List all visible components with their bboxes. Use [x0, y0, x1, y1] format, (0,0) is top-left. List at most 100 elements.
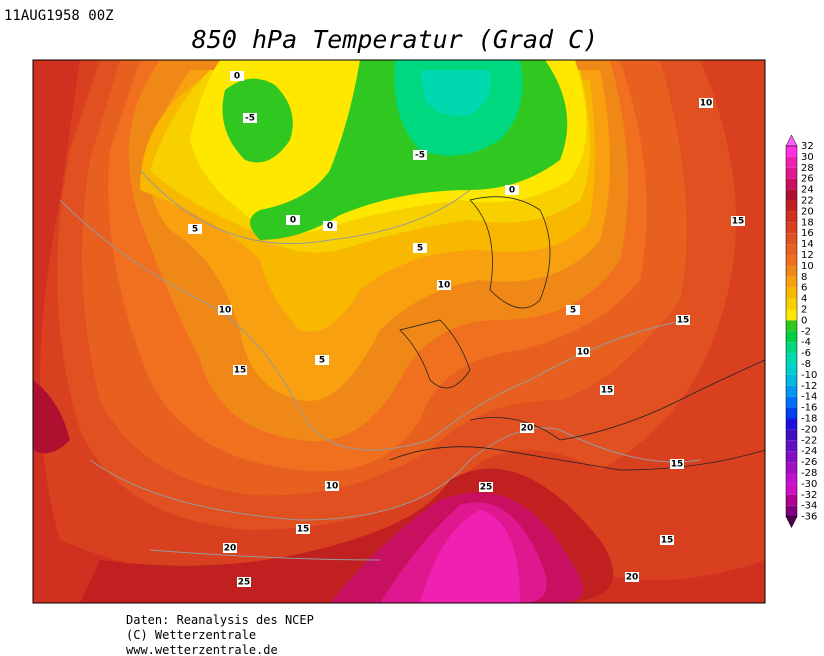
contour-label-box	[625, 572, 639, 582]
colorbar-segment	[786, 233, 797, 245]
colorbar-segment	[786, 244, 797, 255]
contour-label: 5	[570, 306, 576, 316]
colorbar-label: 18	[801, 217, 814, 228]
colorbar-label: -30	[801, 479, 817, 490]
colorbar-segment	[786, 309, 797, 321]
colorbar-segment	[786, 462, 797, 473]
colorbar-label: 4	[801, 294, 807, 305]
colorbar-segment	[786, 298, 797, 310]
colorbar-segment	[786, 255, 797, 266]
contour-label-box	[479, 482, 493, 492]
colorbar-label: -6	[801, 348, 811, 359]
colorbar-segment	[786, 473, 797, 484]
contour-label: 20	[521, 424, 534, 434]
colorbar-segment	[786, 429, 797, 441]
colorbar-label: -4	[801, 337, 811, 348]
colorbar-label: 30	[801, 152, 814, 163]
contour-label: 10	[326, 482, 339, 492]
contour-label-box	[600, 385, 614, 395]
contour-label: 15	[671, 460, 684, 470]
colorbar-segment	[786, 156, 797, 168]
contour-label-box	[223, 543, 237, 553]
colorbar: 32302826242220181614121086420-2-4-6-8-10…	[785, 134, 817, 529]
colorbar-label: 6	[801, 283, 807, 294]
contour-label: 10	[438, 281, 451, 291]
contour-label-box	[670, 459, 684, 469]
contour-label-box	[566, 305, 580, 315]
contour-label-box	[296, 524, 310, 534]
contour-label-box	[576, 347, 590, 357]
colorbar-label: 32	[801, 141, 814, 152]
colorbar-segment	[786, 451, 797, 463]
contour-label: 0	[290, 216, 296, 226]
colorbar-label: -16	[801, 403, 817, 414]
colorbar-label: 28	[801, 163, 814, 174]
contour-label-box	[676, 315, 690, 325]
colorbar-label: 2	[801, 305, 807, 316]
colorbar-label: 0	[801, 315, 807, 326]
contour-label: -5	[245, 114, 255, 124]
colorbar-label: -20	[801, 424, 817, 435]
map-frame	[32, 59, 766, 604]
contour-label: 5	[319, 356, 325, 366]
colorbar-segment	[786, 440, 797, 452]
colorbar-segment	[786, 342, 797, 354]
colorbar-segment	[786, 200, 797, 212]
contour-label-box	[505, 185, 519, 195]
contour-label: 15	[601, 386, 614, 396]
contour-label-box	[413, 243, 427, 253]
contour-label-box	[520, 423, 534, 433]
contour-label: 0	[327, 222, 333, 232]
colorbar-segment	[786, 211, 797, 223]
colorbar-segment	[786, 418, 797, 430]
colorbar-label: 8	[801, 272, 807, 283]
colorbar-segment	[786, 364, 797, 375]
colorbar-label: -2	[801, 326, 811, 337]
contour-label-box	[325, 481, 339, 491]
colorbar-segment	[786, 483, 797, 495]
contour-label: 15	[677, 316, 690, 326]
colorbar-label: 20	[801, 206, 814, 217]
contour-label-box	[188, 224, 202, 234]
contour-label: 5	[192, 225, 198, 235]
contour-label: 10	[219, 306, 232, 316]
footer-line: Daten: Reanalysis des NCEP	[126, 613, 314, 627]
colorbar-label: -22	[801, 435, 817, 446]
colorbar-label: -24	[801, 446, 817, 457]
contour-label-box	[237, 577, 251, 587]
contour-label: 5	[417, 244, 423, 254]
date: 11AUG1958 00Z	[4, 8, 114, 24]
colorbar-segment	[786, 505, 797, 517]
colorbar-segment	[786, 353, 797, 364]
contour-label-box	[233, 365, 247, 375]
colorbar-segment	[786, 407, 797, 419]
contour-label-box	[660, 535, 674, 545]
contour-label: 15	[732, 217, 745, 227]
colorbar-end	[785, 516, 798, 529]
contour-label: 25	[480, 483, 493, 493]
contour-labels: -5 0 -5 0 0 0 5 5 10 10 5 15 5 10 15 15 20 15 10 25 15 15 20 20…	[188, 71, 745, 588]
contour-label-box	[286, 215, 300, 225]
contour-label: 25	[238, 578, 251, 588]
colorbar-label: 22	[801, 196, 814, 207]
colorbar-segment	[786, 178, 797, 190]
colorbar-label: -14	[801, 392, 817, 403]
colorbar-label: -28	[801, 468, 817, 479]
contour-label: 0	[234, 72, 240, 82]
contour-label-box	[413, 150, 427, 160]
contour-label-box	[315, 355, 329, 365]
footer-line: (C) Wetterzentrale	[126, 628, 256, 642]
contour-label-box	[218, 305, 232, 315]
colorbar-label: 16	[801, 228, 814, 239]
colorbar-segment	[786, 374, 797, 386]
contour-label: 15	[297, 525, 310, 535]
colorbar-segment	[786, 265, 797, 277]
colorbar-label: 26	[801, 174, 814, 185]
contour-label-box	[731, 216, 745, 226]
colorbar-label: 12	[801, 250, 814, 261]
colorbar-segment	[786, 222, 797, 234]
colorbar-segment	[786, 167, 797, 179]
colorbar-label: 10	[801, 261, 814, 272]
colorbar-label: -8	[801, 359, 811, 370]
